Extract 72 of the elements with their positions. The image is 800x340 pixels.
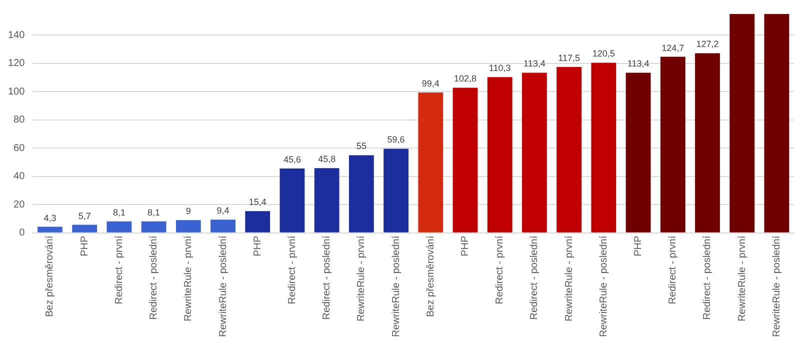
data-label: 99,4 (422, 78, 440, 88)
x-tick-label: Redirect - poslední (148, 236, 160, 320)
x-tick-label: PHP (79, 236, 90, 256)
bar (730, 14, 755, 232)
bar (556, 66, 582, 232)
bar (314, 168, 340, 232)
x-tick-label: Redirect - poslední (529, 236, 540, 320)
y-tick-label: 0 (19, 228, 26, 239)
bar (626, 72, 651, 232)
bar (141, 221, 166, 232)
data-label: 59,6 (387, 134, 405, 145)
data-label: 120,5 (592, 48, 615, 59)
x-tick-label: Redirect - poslední (702, 236, 714, 320)
x-tick-label: RewriteRule - poslední (771, 236, 782, 338)
bar (591, 62, 616, 232)
bar (38, 226, 62, 232)
bar (487, 77, 512, 232)
data-label: 8,1 (112, 207, 126, 218)
x-tick-label: RewriteRule - první (183, 236, 194, 322)
bar (210, 220, 236, 232)
x-tick-label: Redirect - první (494, 236, 506, 304)
data-label: 55 (356, 141, 366, 152)
data-label: 5,7 (78, 210, 91, 221)
data-label: 127,2 (696, 39, 719, 50)
data-label: 117,5 (558, 52, 580, 63)
bar (106, 221, 132, 232)
x-tick-label: Bez přesměrování (425, 236, 436, 317)
y-tick-label: 140 (8, 30, 26, 41)
data-label: 4,3 (44, 212, 56, 223)
bar (348, 155, 374, 232)
y-tick-label: 80 (14, 114, 26, 126)
x-tick-label: Redirect - první (668, 236, 679, 304)
bar (695, 53, 720, 232)
data-label: 102,8 (454, 74, 477, 84)
data-label: 113,4 (627, 58, 650, 69)
data-label: 45,6 (283, 154, 301, 164)
x-tick-label: Redirect - první (286, 236, 298, 304)
x-tick-label: Redirect - poslední (322, 236, 333, 320)
x-tick-label: PHP (460, 236, 471, 256)
data-label: 113,4 (524, 58, 546, 69)
bar (245, 211, 270, 232)
bar (764, 14, 790, 232)
x-tick-label: RewriteRule - poslední (218, 236, 229, 338)
y-tick-label: 40 (14, 171, 26, 182)
y-tick-label: 60 (14, 142, 26, 154)
y-tick-label: 120 (8, 58, 26, 70)
bar (660, 56, 686, 232)
bar (384, 148, 408, 232)
bar (418, 92, 444, 232)
data-label: 15,4 (248, 197, 266, 208)
data-label: 9,4 (216, 206, 230, 216)
y-tick-label: 100 (8, 86, 26, 98)
x-tick-label: Bez přesměrování (44, 236, 56, 317)
bar (280, 168, 305, 232)
x-tick-label: PHP (633, 236, 644, 256)
bar (452, 88, 478, 232)
x-tick-label: PHP (252, 236, 264, 256)
y-tick-label: 20 (14, 199, 26, 210)
x-tick-label: Redirect - první (114, 236, 125, 304)
x-tick-label: RewriteRule - první (356, 236, 368, 322)
bar (72, 224, 98, 232)
bar (176, 220, 201, 232)
bar (522, 72, 547, 232)
data-label: 124,7 (662, 42, 684, 53)
data-label: 8,1 (148, 207, 160, 218)
x-tick-label: RewriteRule - poslední (598, 236, 610, 338)
data-label: 45,8 (318, 154, 336, 164)
x-tick-label: RewriteRule - první (564, 236, 575, 322)
x-tick-label: RewriteRule - poslední (390, 236, 402, 338)
x-tick-label: RewriteRule - první (736, 236, 748, 322)
data-label: 110,3 (488, 63, 511, 74)
data-label: 9 (186, 206, 191, 216)
